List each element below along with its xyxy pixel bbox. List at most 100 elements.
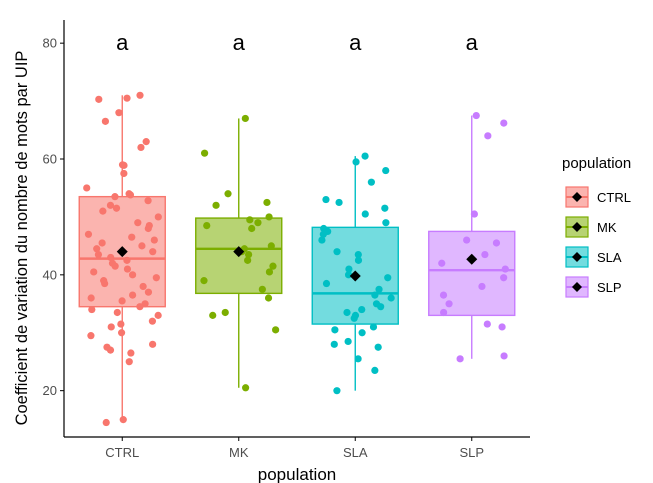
data-point [120, 169, 128, 178]
data-point [377, 303, 385, 311]
data-point [358, 305, 366, 314]
data-point [200, 277, 208, 285]
data-point [149, 248, 157, 256]
data-point [127, 349, 135, 357]
data-point [126, 191, 135, 199]
data-point [343, 308, 351, 317]
data-point [371, 291, 379, 299]
data-point [93, 245, 101, 253]
data-point [138, 242, 146, 250]
legend-key-mean [572, 282, 582, 292]
box-group-ctrl: a [78, 30, 166, 427]
data-point [354, 355, 362, 363]
data-point [500, 352, 508, 360]
data-point [245, 250, 253, 259]
x-tick-label: MK [229, 445, 249, 460]
data-point [244, 256, 252, 264]
data-point [142, 138, 150, 146]
data-point [350, 314, 358, 322]
significance-letter: a [466, 30, 479, 55]
data-point [367, 178, 375, 186]
data-point [148, 317, 157, 325]
data-point [212, 201, 220, 209]
data-point [387, 294, 395, 302]
data-point [144, 197, 152, 205]
data-point [117, 329, 126, 337]
data-point [265, 213, 273, 221]
data-point [439, 291, 448, 299]
data-point [106, 346, 115, 354]
data-point [354, 250, 362, 259]
data-point [87, 294, 95, 302]
data-point [111, 262, 119, 270]
data-point [144, 224, 152, 233]
data-point [322, 195, 330, 204]
data-point [94, 250, 103, 259]
data-point [221, 308, 229, 317]
data-point [224, 190, 232, 198]
data-point [258, 285, 266, 293]
data-point [203, 222, 211, 230]
data-point [322, 279, 331, 288]
data-point [375, 285, 383, 293]
data-point [440, 308, 448, 317]
significance-letter: a [116, 30, 129, 55]
data-point [330, 340, 338, 348]
data-point [90, 268, 98, 276]
data-point [265, 268, 274, 276]
data-point [264, 294, 273, 302]
data-point [267, 242, 275, 250]
data-point [120, 161, 128, 169]
data-point [134, 219, 142, 227]
data-point [241, 114, 249, 123]
legend-key-mean [572, 192, 582, 202]
data-point [154, 311, 162, 319]
legend-item-ctrl: CTRL [565, 186, 631, 208]
data-point [361, 152, 369, 160]
data-point [456, 355, 464, 363]
mean-marker [349, 270, 361, 282]
y-tick-label: 40 [43, 267, 57, 282]
data-point [200, 149, 209, 157]
data-point [358, 329, 366, 337]
data-point [500, 274, 508, 282]
data-point [118, 297, 126, 305]
data-point [371, 366, 379, 374]
x-tick-label: CTRL [105, 445, 139, 460]
x-axis-title: population [258, 465, 336, 483]
mean-marker [233, 246, 245, 258]
data-point [318, 236, 326, 244]
data-point [95, 95, 103, 103]
x-ticks: CTRL MK SLA SLP [105, 437, 484, 460]
data-point [498, 323, 506, 331]
data-point [335, 198, 343, 207]
data-point [333, 387, 341, 395]
data-point [381, 204, 389, 212]
data-point [123, 94, 131, 102]
data-point [484, 132, 492, 140]
data-point [483, 320, 491, 328]
data-point [369, 323, 378, 331]
y-tick-label: 20 [43, 383, 57, 398]
data-point [246, 216, 254, 224]
data-point [333, 248, 341, 256]
box-iqr [428, 230, 516, 317]
data-point [361, 210, 369, 218]
y-axis-title: Coefficient de variation du nombre de mo… [13, 51, 31, 426]
data-point [84, 230, 93, 238]
data-point [500, 119, 508, 127]
legend-key-mean [572, 222, 582, 232]
data-point [445, 300, 453, 308]
significance-letter: a [233, 30, 246, 55]
data-point [136, 91, 144, 99]
data-point [384, 274, 392, 282]
y-tick-label: 60 [43, 152, 57, 167]
box-group-sla: a [311, 30, 399, 395]
data-point [139, 282, 147, 291]
data-point [263, 198, 271, 207]
data-point [374, 343, 382, 351]
data-point [470, 210, 478, 218]
data-point [144, 288, 153, 296]
data-point [107, 253, 115, 262]
